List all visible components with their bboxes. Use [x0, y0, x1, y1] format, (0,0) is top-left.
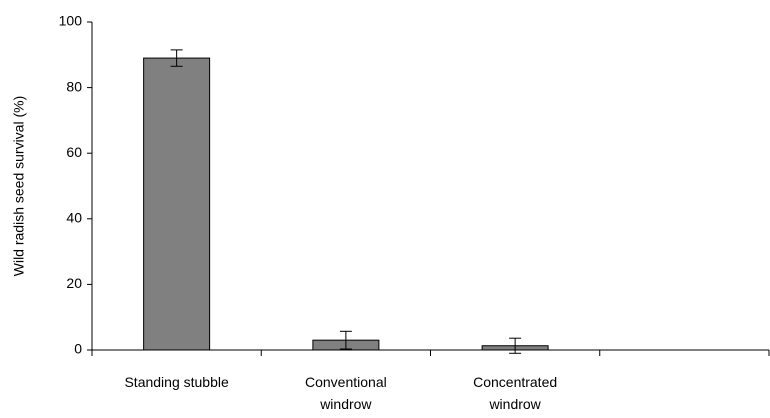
- bar: [143, 57, 211, 351]
- error-bar: [170, 49, 183, 67]
- error-bar: [339, 330, 352, 350]
- y-tick-label: 20: [66, 275, 82, 291]
- error-bar: [509, 337, 522, 354]
- y-tick-label: 60: [66, 144, 82, 160]
- x-tick-label: Concentrated windrow: [473, 374, 558, 412]
- y-tick-label: 0: [74, 341, 82, 357]
- y-axis-label: Wild radish seed survival (%): [11, 96, 27, 277]
- x-tick-label: Standing stubble: [124, 374, 229, 390]
- y-tick-label: 80: [66, 78, 82, 94]
- y-tick-label: 40: [66, 210, 82, 226]
- x-tick-label: Conventional windrow: [305, 374, 387, 412]
- y-tick-label: 100: [59, 13, 83, 29]
